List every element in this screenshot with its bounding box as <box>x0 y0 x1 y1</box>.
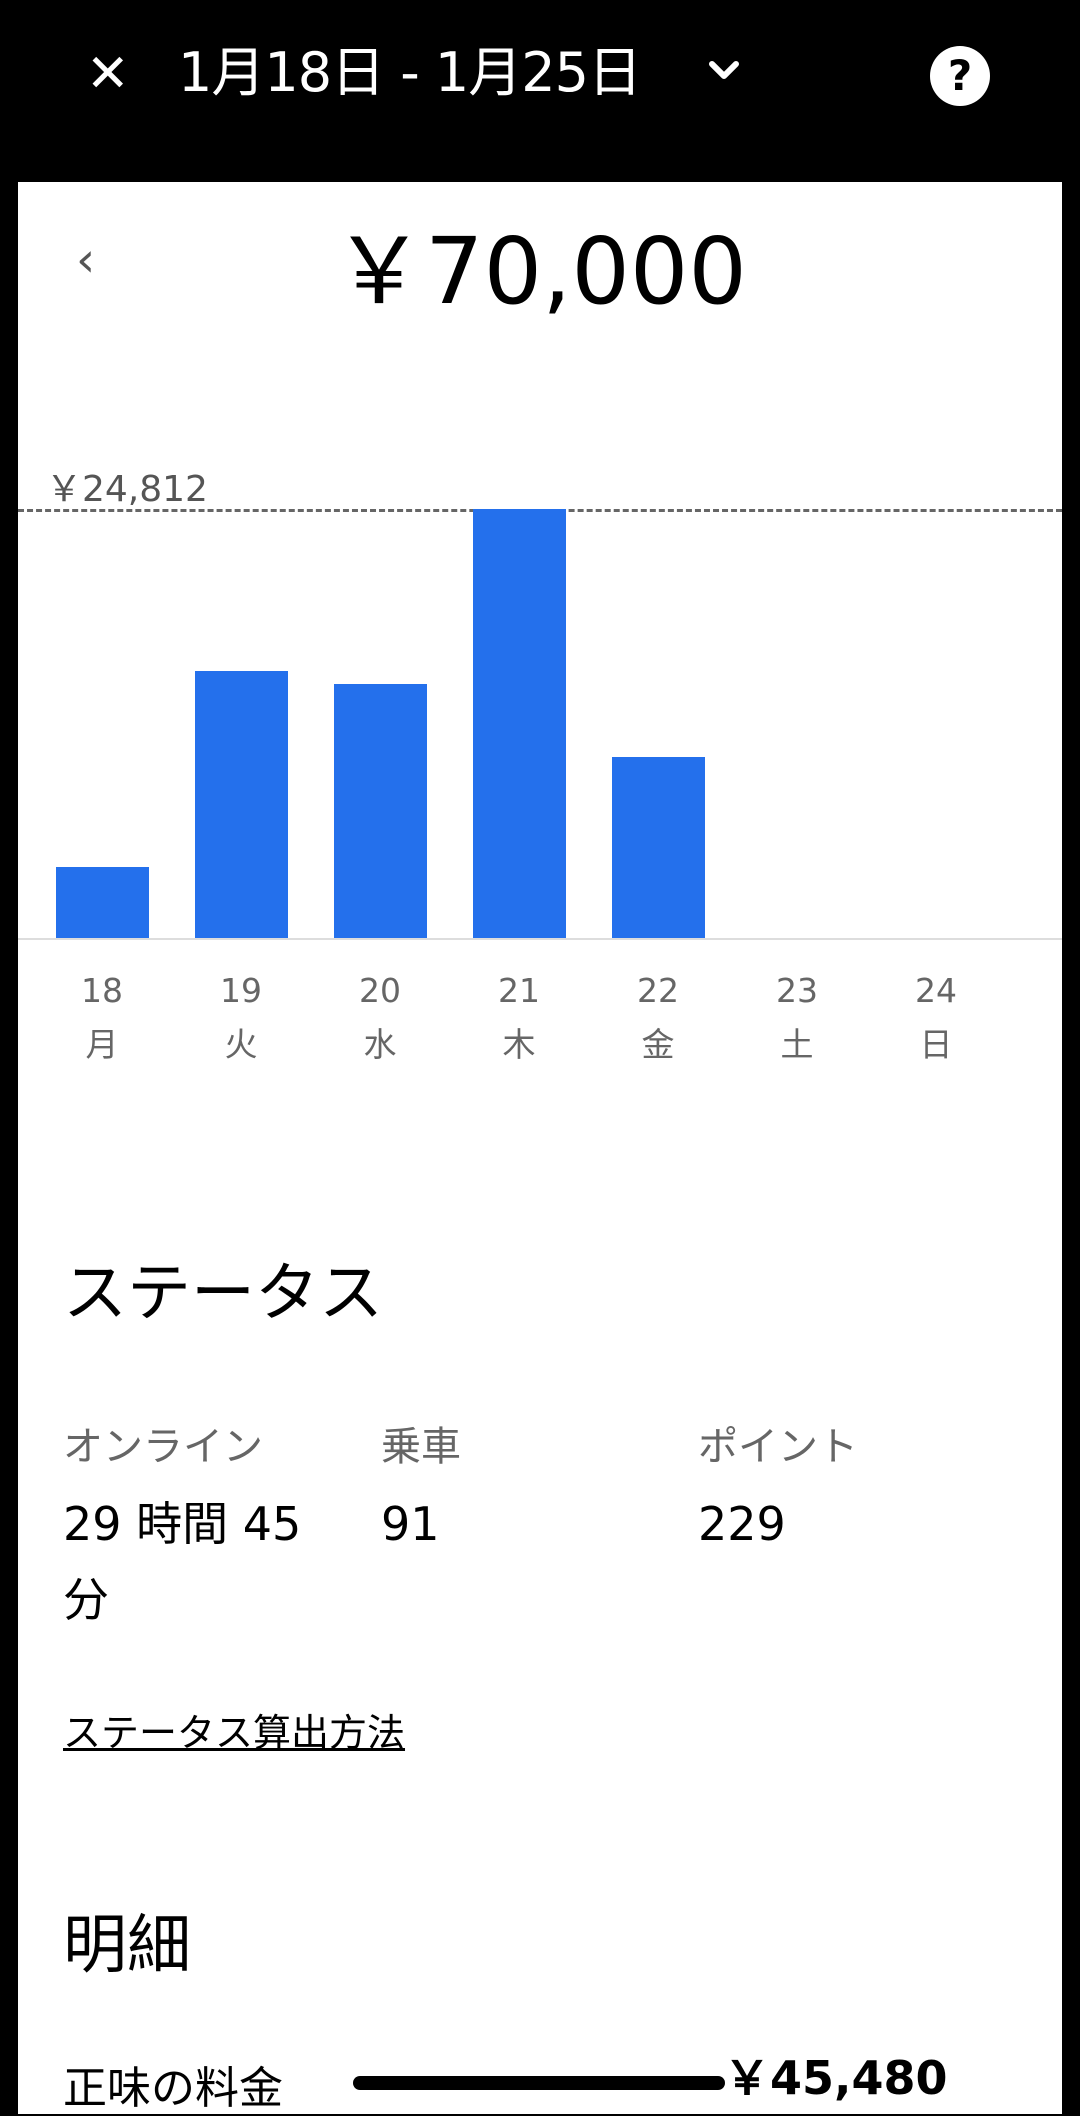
net-fare-label: 正味の料金 <box>63 2063 283 2114</box>
date-range-title[interactable]: 1月18日 - 1月25日 <box>178 41 642 104</box>
close-icon[interactable]: ✕ <box>86 44 130 104</box>
chevron-down-icon[interactable] <box>704 50 744 90</box>
x-label-day: 18 <box>81 971 123 1010</box>
x-label-day: 19 <box>220 971 262 1010</box>
details-heading: 明細 <box>63 1909 191 1983</box>
top-bar: ✕ 1月18日 - 1月25日 ? <box>0 0 1080 182</box>
x-label-weekday: 月 <box>85 1025 119 1064</box>
help-icon[interactable]: ? <box>930 46 990 106</box>
online-value: 29 時間 45 分 <box>63 1497 302 1627</box>
chart-max-label: ￥24,812 <box>46 469 208 510</box>
net-fare-value: ￥45,480 <box>724 2051 948 2105</box>
redaction-bar <box>353 2076 725 2090</box>
earnings-card: ‹ ￥70,000 ￥24,812 18 月 19 火 20 水 21 木 22 金 23 土 24 日 … <box>18 182 1062 2114</box>
chevron-left-icon[interactable]: ‹ <box>76 232 96 288</box>
rides-value: 91 <box>381 1497 440 1551</box>
points-value: 229 <box>698 1497 786 1551</box>
x-label-weekday: 土 <box>780 1025 814 1064</box>
x-label-weekday: 水 <box>363 1025 397 1064</box>
status-heading: ステータス <box>63 1257 383 1331</box>
points-label: ポイント <box>698 1424 858 1470</box>
x-label-weekday: 日 <box>919 1025 953 1064</box>
x-label-weekday: 火 <box>224 1025 258 1064</box>
x-label-weekday: 金 <box>641 1025 675 1064</box>
x-label-day: 22 <box>637 971 679 1010</box>
x-label-day: 23 <box>776 971 818 1010</box>
status-calculation-link[interactable]: ステータス算出方法 <box>63 1711 406 1755</box>
chart-baseline <box>18 938 1062 940</box>
bar-21[interactable] <box>473 509 566 939</box>
x-label-day: 21 <box>498 971 540 1010</box>
x-label-day: 20 <box>359 971 401 1010</box>
online-label: オンライン <box>63 1424 263 1470</box>
total-earnings: ￥70,000 <box>333 218 747 325</box>
x-label-weekday: 木 <box>502 1025 536 1064</box>
bar-20[interactable] <box>334 683 427 939</box>
x-label-day: 24 <box>915 971 957 1010</box>
bar-18[interactable] <box>56 866 149 939</box>
bar-22[interactable] <box>612 757 705 939</box>
rides-label: 乗車 <box>381 1424 461 1470</box>
bar-19[interactable] <box>195 670 288 939</box>
